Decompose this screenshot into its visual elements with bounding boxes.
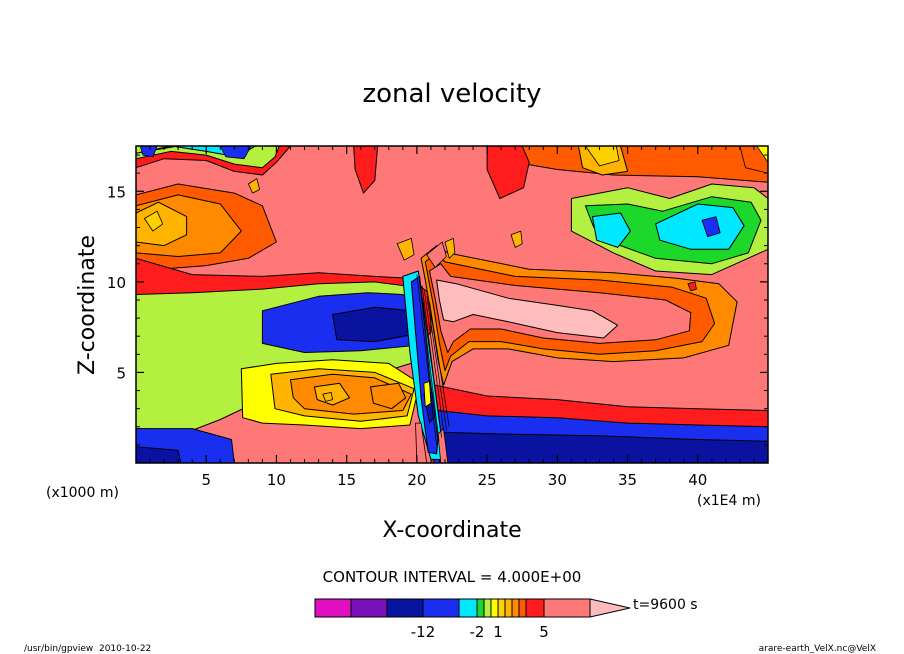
plot-frame — [135, 145, 769, 464]
colorbar-cell — [518, 598, 527, 618]
contour-line — [424, 290, 445, 435]
contour-region — [247, 178, 261, 194]
contour-region — [437, 428, 449, 463]
contour-region — [756, 146, 768, 163]
contour-region — [426, 241, 447, 268]
x-tick-label: 10 — [267, 471, 286, 489]
y-tick-label: 10 — [107, 274, 126, 292]
contour-region — [143, 210, 164, 232]
contour-region — [438, 431, 768, 463]
contour-region — [219, 146, 252, 160]
colorbar-cell — [525, 598, 545, 618]
contour-line — [416, 274, 437, 445]
contour-region — [396, 237, 415, 261]
colorbar-cell — [476, 598, 485, 618]
colorbar-label: -12 — [411, 623, 436, 641]
colorbar-cell — [490, 598, 499, 618]
contour-region — [486, 146, 530, 199]
colorbar: -12 -2 1 5 — [314, 598, 631, 641]
contour-line — [419, 280, 440, 442]
x-axis-title: X-coordinate — [382, 518, 521, 543]
colorbar-cell — [543, 598, 591, 618]
colorbar-label: 1 — [493, 623, 503, 641]
y-axis: 5 10 15 — [107, 154, 768, 446]
contour-line — [426, 296, 448, 431]
x-tick-label: 20 — [407, 471, 426, 489]
chart-title: zonal velocity — [362, 79, 541, 109]
colorbar-cell — [350, 598, 388, 618]
x-tick-label: 40 — [688, 471, 707, 489]
y-tick-label: 15 — [107, 183, 126, 201]
contour-region — [510, 230, 523, 248]
colorbar-arrow — [589, 598, 631, 618]
colorbar-cell — [483, 598, 492, 618]
contour-region — [687, 281, 697, 292]
colorbar-cell — [314, 598, 352, 618]
x-axis: 5 10 15 20 25 30 35 40 — [149, 146, 755, 489]
contour-region — [332, 306, 415, 343]
contour-interval-label: CONTOUR INTERVAL = 4.000E+00 — [323, 568, 582, 586]
footer-left: /usr/bin/gpview 2010-10-22 — [24, 644, 151, 654]
x-unit-right: (x1E4 m) — [697, 493, 761, 509]
contour-region — [500, 146, 768, 183]
colorbar-label: -2 — [470, 623, 485, 641]
colorbar-cell — [458, 598, 478, 618]
x-tick-label: 30 — [548, 471, 567, 489]
time-label: t=9600 s — [633, 597, 698, 613]
contour-region — [701, 216, 721, 238]
colorbar-cell — [504, 598, 513, 618]
footer-right: arare-earth_VelX.nc@VelX — [759, 644, 876, 654]
contour-region — [585, 146, 620, 167]
contour-line — [429, 301, 450, 427]
colorbar-cell — [422, 598, 460, 618]
x-tick-label: 15 — [337, 471, 356, 489]
contour-region — [423, 381, 432, 408]
colorbar-label: 5 — [539, 623, 549, 641]
x-unit-left: (x1000 m) — [46, 485, 119, 501]
y-tick-label: 5 — [116, 364, 126, 382]
contour-region — [322, 391, 334, 402]
contour-region — [370, 382, 407, 410]
x-tick-label: 35 — [618, 471, 637, 489]
y-axis-title: Z-coordinate — [75, 235, 100, 375]
contour-region — [739, 146, 768, 174]
colorbar-cell — [386, 598, 424, 618]
contour-region — [139, 146, 158, 158]
x-tick-label: 5 — [201, 471, 211, 489]
contour-region — [655, 203, 745, 250]
colorbar-cell — [497, 598, 506, 618]
colorbar-cell — [511, 598, 520, 618]
contour-region — [353, 146, 379, 194]
contour-line — [421, 285, 442, 438]
contour-region — [591, 212, 631, 248]
contour-region — [136, 446, 182, 463]
contour-region — [444, 237, 456, 259]
contour-field — [136, 146, 768, 463]
x-tick-label: 25 — [478, 471, 497, 489]
contour-region — [415, 422, 428, 463]
contour-region — [313, 382, 350, 406]
contour-region — [436, 279, 619, 339]
